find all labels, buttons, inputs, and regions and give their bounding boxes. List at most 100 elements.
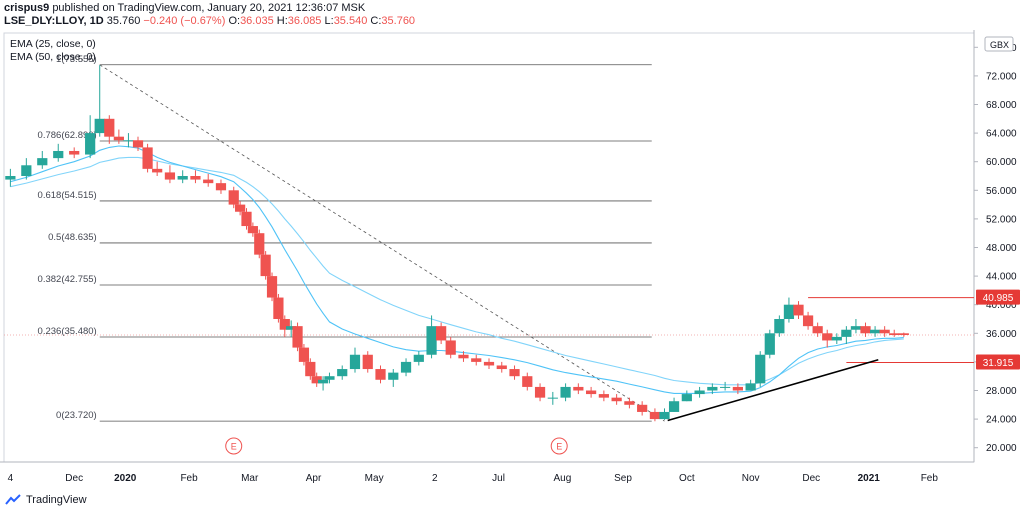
candle-body (37, 158, 48, 166)
fib-level-label: 0.786(62.890) (38, 130, 97, 141)
fib-level-label: 0(23.720) (56, 410, 97, 421)
candle-body (152, 168, 163, 173)
high-value: 36.085 (287, 15, 322, 27)
candle-body (841, 329, 852, 337)
footer-brand[interactable]: TradingView (4, 494, 87, 506)
y-tick-label: 72.000 (986, 71, 1017, 82)
y-tick-label: 44.000 (986, 272, 1017, 283)
candle-body (317, 379, 329, 384)
candle-body (869, 329, 881, 334)
currency-label: GBX (990, 40, 1009, 50)
brand-name: TradingView (26, 494, 87, 506)
candle-body (812, 326, 823, 334)
candle-body (279, 319, 290, 330)
candle-body (732, 386, 743, 391)
x-tick-label: 2 (432, 473, 438, 484)
candle-body (707, 386, 718, 391)
candle-body (668, 401, 680, 412)
candle-body (104, 118, 115, 137)
candle-body (254, 233, 265, 255)
y-tick-label: 68.000 (986, 100, 1017, 111)
candle-body (311, 376, 322, 384)
candle-body (228, 190, 239, 205)
candle-body (349, 354, 361, 370)
earnings-marker[interactable] (225, 437, 243, 455)
publish-info: crispus9 published on TradingView.com, J… (4, 2, 365, 14)
price-axis-badge (976, 354, 1020, 370)
candle-body (560, 386, 571, 398)
price-change: −0.240 (−0.67%) (143, 15, 226, 27)
candle-body (522, 376, 533, 387)
candle-body (436, 326, 447, 341)
candle-body (247, 226, 258, 234)
price-axis-badge (976, 289, 1020, 305)
candle-body (292, 326, 303, 348)
x-tick-label: 2021 (858, 473, 881, 484)
price-axis-badge-label: 40.985 (983, 293, 1014, 304)
candle-body (305, 361, 316, 377)
earnings-marker-label: E (556, 442, 562, 452)
candle-body (860, 326, 871, 334)
candle-body (53, 150, 64, 159)
author-name[interactable]: crispus9 (4, 2, 50, 14)
candle-body (496, 365, 507, 370)
candle-body (681, 394, 692, 402)
y-tick-label: 60.000 (986, 157, 1017, 168)
candle-body (793, 304, 804, 316)
close-value: 35.760 (381, 15, 416, 27)
candle-body (388, 372, 399, 380)
candle-body (637, 404, 648, 412)
candle-body (69, 150, 80, 155)
candle-body (889, 333, 900, 336)
candle-body (94, 118, 105, 134)
tradingview-logo-icon (5, 494, 21, 505)
candle-body (413, 354, 424, 362)
y-tick-label: 20.000 (986, 443, 1017, 454)
candle-body (21, 165, 32, 176)
candle-body (720, 386, 731, 388)
currency-box[interactable] (984, 36, 1014, 52)
x-tick-label: Oct (679, 473, 695, 484)
candle-body (85, 133, 96, 155)
candle-body (203, 179, 214, 184)
publish-text: published on TradingView.com, January 20… (52, 2, 366, 14)
candle-body (273, 297, 284, 319)
earnings-marker[interactable] (550, 437, 568, 455)
x-tick-label: May (365, 473, 384, 484)
candle-body (694, 390, 705, 395)
candle-body (802, 315, 814, 327)
candle-body (458, 354, 469, 359)
candle-body (362, 354, 373, 370)
candle-body (898, 333, 909, 336)
x-tick-label: Nov (742, 473, 760, 484)
low-label: L: (324, 15, 334, 27)
candle-body (324, 376, 335, 380)
indicator-legend-item: EMA (50, close, 0) (10, 51, 96, 63)
candle-body (164, 172, 176, 180)
candle-body (400, 361, 412, 373)
candle-body (774, 319, 785, 334)
fib-level-label: 0.382(42.755) (38, 274, 97, 285)
candle-body (573, 386, 584, 391)
candle-body (649, 411, 661, 420)
candle-body (260, 254, 271, 277)
candle-body (755, 354, 766, 384)
candle-body (123, 140, 134, 142)
candle-body (241, 211, 252, 227)
candle-body (850, 326, 862, 330)
candle-body (783, 304, 795, 319)
candle-body (113, 136, 124, 141)
price-chart[interactable]: 76.00072.00068.00064.00060.00056.00052.0… (0, 30, 1024, 492)
candle-body (235, 204, 246, 212)
indicator-legend-item: EMA (25, close, 0) (10, 38, 96, 50)
candle-body (534, 386, 546, 398)
candle-body (831, 336, 842, 341)
x-tick-label: Mar (241, 473, 259, 484)
x-tick-label: 4 (8, 473, 14, 484)
y-tick-label: 56.000 (986, 186, 1017, 197)
candle-body (266, 276, 278, 298)
y-tick-label: 52.000 (986, 214, 1017, 225)
x-tick-label: Jul (492, 473, 505, 484)
candle-body (745, 383, 756, 391)
x-tick-label: Aug (553, 473, 571, 484)
